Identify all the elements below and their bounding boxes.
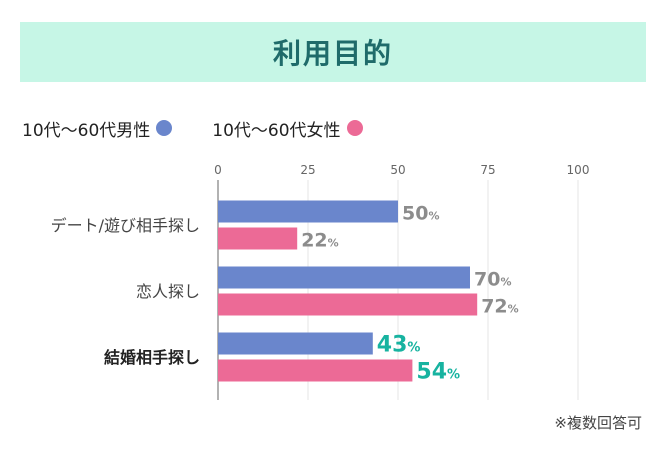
chart-title: 利用目的 <box>272 37 393 70</box>
category-label: 結婚相手探し <box>104 348 200 367</box>
legend-item-male: 10代〜60代男性 <box>22 116 173 141</box>
bar-value-label: 70% <box>474 269 511 291</box>
legend: 10代〜60代男性 10代〜60代女性 <box>22 113 403 143</box>
x-tick-label: 100 <box>567 163 590 177</box>
bar <box>218 332 373 355</box>
bar <box>218 359 413 382</box>
bar-value-label: 54% <box>416 360 460 385</box>
x-tick-label: 25 <box>300 163 315 177</box>
legend-label-female: 10代〜60代女性 <box>212 120 341 141</box>
legend-swatch-female <box>346 120 363 136</box>
x-tick-label: 75 <box>480 163 495 177</box>
category-label: デート/遊び相手探し <box>51 216 200 235</box>
bar <box>218 266 470 289</box>
bar <box>218 200 398 223</box>
legend-label-male: 10代〜60代男性 <box>22 120 151 141</box>
legend-item-female: 10代〜60代女性 <box>212 116 363 141</box>
x-tick-label: 50 <box>390 163 405 177</box>
bar-value-label: 22% <box>301 230 338 252</box>
bar-value-label: 50% <box>402 203 439 225</box>
bar <box>218 227 298 250</box>
legend-swatch-male <box>156 120 173 136</box>
footnote: ※複数回答可 <box>554 414 642 432</box>
title-banner: 利用目的 <box>20 22 646 82</box>
bar-value-label: 43% <box>377 333 421 358</box>
category-label: 恋人探し <box>136 282 200 301</box>
bar-value-label: 72% <box>481 296 518 318</box>
bar <box>218 293 478 316</box>
x-tick-label: 0 <box>214 163 222 177</box>
